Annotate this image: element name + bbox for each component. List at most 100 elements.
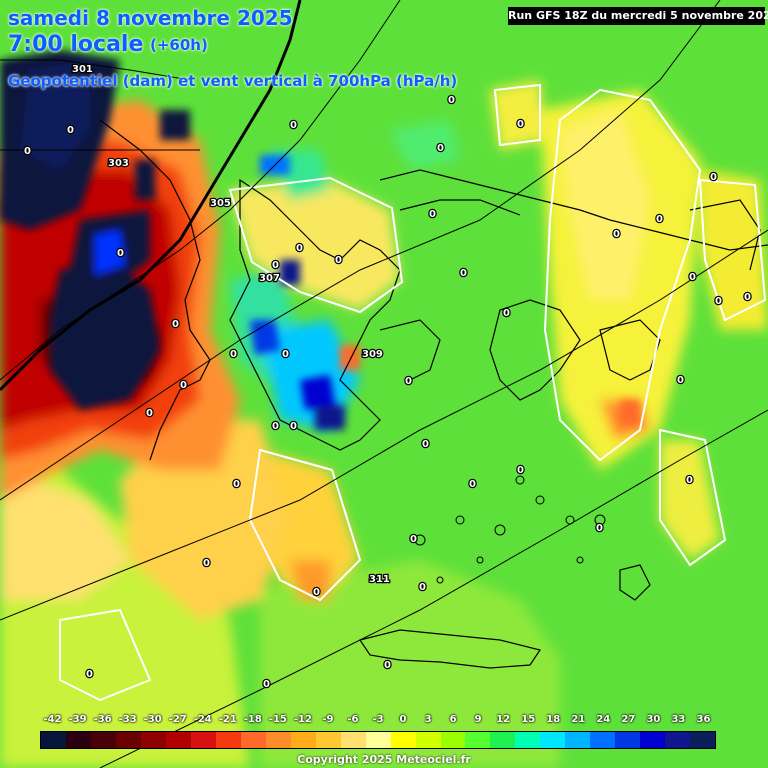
zero-label: 0 bbox=[517, 119, 524, 130]
legend-tick-label: 33 bbox=[671, 714, 686, 725]
geopotential-label: 301 bbox=[72, 64, 93, 75]
legend-tick-label: -24 bbox=[193, 714, 212, 725]
zero-label: 0 bbox=[460, 268, 467, 279]
legend-tick-label: 3 bbox=[424, 714, 432, 725]
zero-label: 0 bbox=[384, 660, 391, 671]
legend-swatch bbox=[65, 732, 91, 748]
legend-swatch bbox=[90, 732, 116, 748]
legend-tick-label: -18 bbox=[243, 714, 262, 725]
coastlines bbox=[99, 119, 768, 669]
zero-label: 0 bbox=[469, 479, 476, 490]
legend-tick-label: 0 bbox=[399, 714, 407, 725]
legend-tick-label: 24 bbox=[596, 714, 611, 725]
legend-swatch bbox=[265, 732, 291, 748]
zero-label: 0 bbox=[272, 421, 279, 432]
legend-swatch bbox=[190, 732, 216, 748]
legend-swatch bbox=[115, 732, 141, 748]
legend-tick-label: 27 bbox=[621, 714, 636, 725]
legend-tick-label: 15 bbox=[521, 714, 536, 725]
zero-label: 0 bbox=[296, 243, 303, 254]
geopotential-label: 307 bbox=[259, 273, 280, 284]
zero-label: 0 bbox=[596, 523, 603, 534]
zero-label: 0 bbox=[448, 95, 455, 106]
legend-swatch bbox=[165, 732, 191, 748]
legend-swatch bbox=[540, 732, 566, 748]
legend-tick-label: -30 bbox=[143, 714, 162, 725]
legend-tick-label: 6 bbox=[449, 714, 457, 725]
legend-swatch bbox=[665, 732, 691, 748]
legend-swatch bbox=[590, 732, 616, 748]
zero-label: 0 bbox=[715, 296, 722, 307]
zero-label: 0 bbox=[180, 380, 187, 391]
geopotential-label: 311 bbox=[369, 574, 390, 585]
zero-label: 0 bbox=[272, 260, 279, 271]
zero-label: 0 bbox=[313, 587, 320, 598]
legend-tick-label: -6 bbox=[347, 714, 359, 725]
zero-label: 0 bbox=[405, 376, 412, 387]
legend-swatch bbox=[240, 732, 266, 748]
legend-tick-label: -33 bbox=[118, 714, 137, 725]
zero-label: 0 bbox=[24, 146, 31, 157]
map-labels: 301 303 305 307 309 311 0 0 0 0 0 0 0 0 … bbox=[23, 63, 753, 692]
zero-label: 0 bbox=[422, 439, 429, 450]
legend-swatch bbox=[340, 732, 366, 748]
geopotential-label: 305 bbox=[210, 198, 231, 209]
zero-label: 0 bbox=[677, 375, 684, 386]
zero-label: 0 bbox=[503, 308, 510, 319]
legend-tick-label: -42 bbox=[43, 714, 62, 725]
zero-label: 0 bbox=[67, 125, 74, 136]
zero-label: 0 bbox=[686, 475, 693, 486]
legend-tick-label: -21 bbox=[218, 714, 237, 725]
zero-label: 0 bbox=[437, 143, 444, 154]
legend-tick-label: -39 bbox=[68, 714, 87, 725]
legend-swatch bbox=[415, 732, 441, 748]
zero-label: 0 bbox=[613, 229, 620, 240]
legend-tick-label: 36 bbox=[696, 714, 711, 725]
zero-label: 0 bbox=[689, 272, 696, 283]
legend-tick-label: -15 bbox=[268, 714, 287, 725]
forecast-date: samedi 8 novembre 2025 bbox=[8, 6, 293, 30]
zero-label: 0 bbox=[230, 349, 237, 360]
legend-swatch bbox=[390, 732, 416, 748]
zero-label: 0 bbox=[233, 479, 240, 490]
zero-label: 0 bbox=[410, 534, 417, 545]
run-banner: Run GFS 18Z du mercredi 5 novembre 2025 bbox=[508, 7, 768, 25]
zero-label: 0 bbox=[146, 408, 153, 419]
intense-cores bbox=[0, 50, 640, 430]
legend-tick-label: 12 bbox=[496, 714, 511, 725]
zero-label: 0 bbox=[263, 679, 270, 690]
geopotential-label: 303 bbox=[108, 158, 129, 169]
legend-swatch bbox=[315, 732, 341, 748]
zero-label: 0 bbox=[335, 255, 342, 266]
legend-tick-label: 9 bbox=[474, 714, 482, 725]
zero-label: 0 bbox=[203, 558, 210, 569]
zero-label: 0 bbox=[429, 209, 436, 220]
forecast-time: 7:00 locale bbox=[8, 32, 144, 57]
zero-label: 0 bbox=[710, 172, 717, 183]
legend-swatch bbox=[365, 732, 391, 748]
legend-tick-label: 18 bbox=[546, 714, 561, 725]
zero-label: 0 bbox=[744, 292, 751, 303]
legend-swatch bbox=[440, 732, 466, 748]
zero-label: 0 bbox=[290, 120, 297, 131]
legend-swatch bbox=[215, 732, 241, 748]
front-line bbox=[0, 0, 302, 392]
legend-tick-label: -12 bbox=[293, 714, 312, 725]
zero-label: 0 bbox=[117, 248, 124, 259]
legend-tick-label: -27 bbox=[168, 714, 187, 725]
parameter-title: Geopotentiel (dam) et vent vertical à 70… bbox=[8, 72, 458, 90]
legend-swatch bbox=[290, 732, 316, 748]
legend-swatch bbox=[615, 732, 641, 748]
legend-tick-label: 21 bbox=[571, 714, 586, 725]
legend-tick-label: -3 bbox=[372, 714, 384, 725]
legend-swatch bbox=[690, 732, 716, 748]
zero-label: 0 bbox=[290, 421, 297, 432]
legend-swatch bbox=[41, 732, 66, 748]
legend-swatch bbox=[640, 732, 666, 748]
legend-tick-label: 30 bbox=[646, 714, 661, 725]
zero-label: 0 bbox=[282, 349, 289, 360]
geopotential-label: 309 bbox=[362, 349, 383, 360]
legend-tick-label: -36 bbox=[93, 714, 112, 725]
